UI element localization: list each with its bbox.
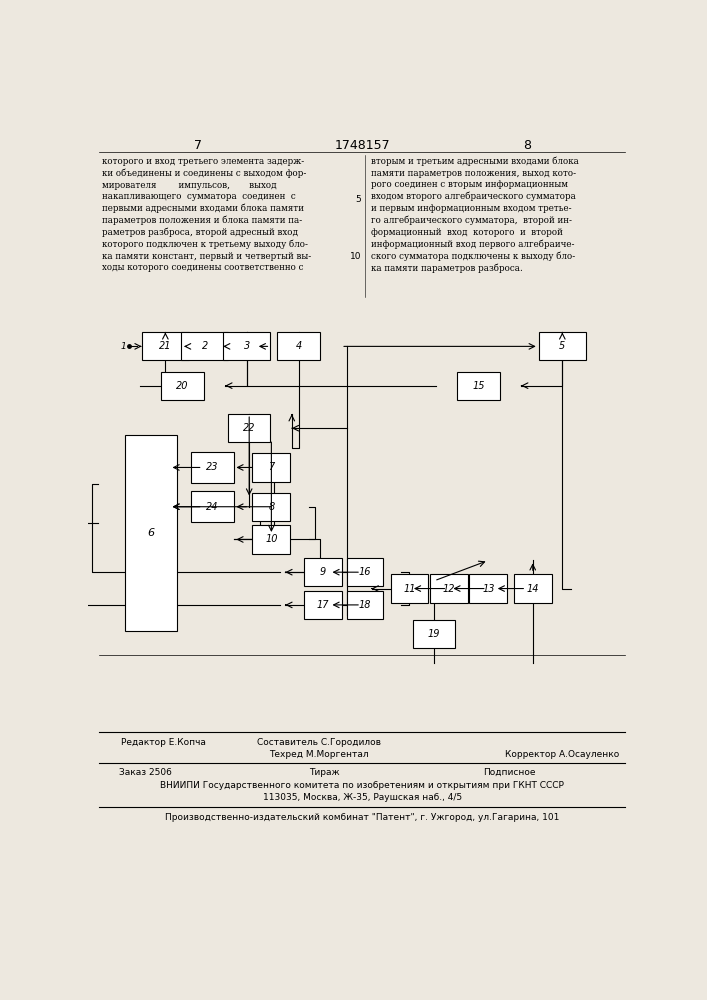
Bar [430, 574, 468, 603]
Bar [252, 493, 291, 521]
Bar [277, 332, 320, 360]
Bar [181, 332, 228, 360]
Text: 3: 3 [244, 341, 250, 351]
Text: 113035, Москва, Ж-35, Раушская наб., 4/5: 113035, Москва, Ж-35, Раушская наб., 4/5 [263, 793, 462, 802]
Text: 23: 23 [206, 462, 218, 472]
Text: 17: 17 [317, 600, 329, 610]
Text: 11: 11 [403, 584, 416, 594]
Text: 1748157: 1748157 [334, 139, 390, 152]
Text: 21: 21 [159, 341, 172, 351]
Text: Тираж: Тираж [309, 768, 339, 777]
Bar [161, 372, 204, 400]
Bar [347, 558, 382, 586]
Text: 22: 22 [243, 423, 255, 433]
Text: 2: 2 [201, 341, 208, 351]
Text: Подписное: Подписное [483, 768, 535, 777]
Text: 8: 8 [268, 502, 274, 512]
Text: Производственно-издательский комбинат "Патент", г. Ужгород, ул.Гагарина, 101: Производственно-издательский комбинат "П… [165, 813, 559, 822]
Bar [304, 558, 342, 586]
Text: 4: 4 [296, 341, 302, 351]
Text: 5: 5 [356, 195, 361, 204]
Text: 13: 13 [482, 584, 495, 594]
Text: 16: 16 [359, 567, 371, 577]
Text: 6: 6 [147, 528, 154, 538]
Text: Заказ 2506: Заказ 2506 [119, 768, 171, 777]
Bar [457, 372, 500, 400]
Text: 7: 7 [194, 139, 202, 152]
Text: Редактор Е.Копча: Редактор Е.Копча [122, 738, 206, 747]
Text: 12: 12 [443, 584, 455, 594]
Text: 5: 5 [559, 341, 566, 351]
Bar [304, 591, 342, 619]
Text: 10: 10 [350, 252, 361, 261]
Text: 10: 10 [265, 534, 278, 544]
Text: Корректор А.Осауленко: Корректор А.Осауленко [505, 750, 619, 759]
Bar [413, 620, 455, 648]
Bar [191, 491, 233, 522]
Text: 14: 14 [527, 584, 539, 594]
Bar [124, 435, 177, 631]
Bar [252, 525, 291, 554]
Bar [347, 591, 382, 619]
Text: 1: 1 [120, 342, 126, 351]
Bar [390, 574, 428, 603]
Text: 7: 7 [268, 462, 274, 472]
Bar [252, 453, 291, 482]
Text: 24: 24 [206, 502, 218, 512]
Text: 8: 8 [522, 139, 531, 152]
Text: Техред М.Моргентал: Техред М.Моргентал [269, 750, 368, 759]
Text: вторым и третьим адресными входами блока
памяти параметров положения, выход кото: вторым и третьим адресными входами блока… [370, 157, 578, 273]
Text: 9: 9 [320, 567, 327, 577]
Bar [223, 332, 270, 360]
Bar [514, 574, 551, 603]
Text: 18: 18 [359, 600, 371, 610]
Text: 15: 15 [472, 381, 485, 391]
Text: которого и вход третьего элемента задерж-
ки объединены и соединены с выходом фо: которого и вход третьего элемента задерж… [102, 157, 311, 272]
Bar [539, 332, 586, 360]
Text: 20: 20 [176, 381, 189, 391]
Bar [191, 452, 233, 483]
Bar [228, 414, 271, 442]
Text: 19: 19 [428, 629, 440, 639]
Bar [141, 332, 189, 360]
Text: Составитель С.Городилов: Составитель С.Городилов [257, 738, 380, 747]
Bar [469, 574, 508, 603]
Text: ВНИИПИ Государственного комитета по изобретениям и открытиям при ГКНТ СССР: ВНИИПИ Государственного комитета по изоб… [160, 781, 564, 790]
